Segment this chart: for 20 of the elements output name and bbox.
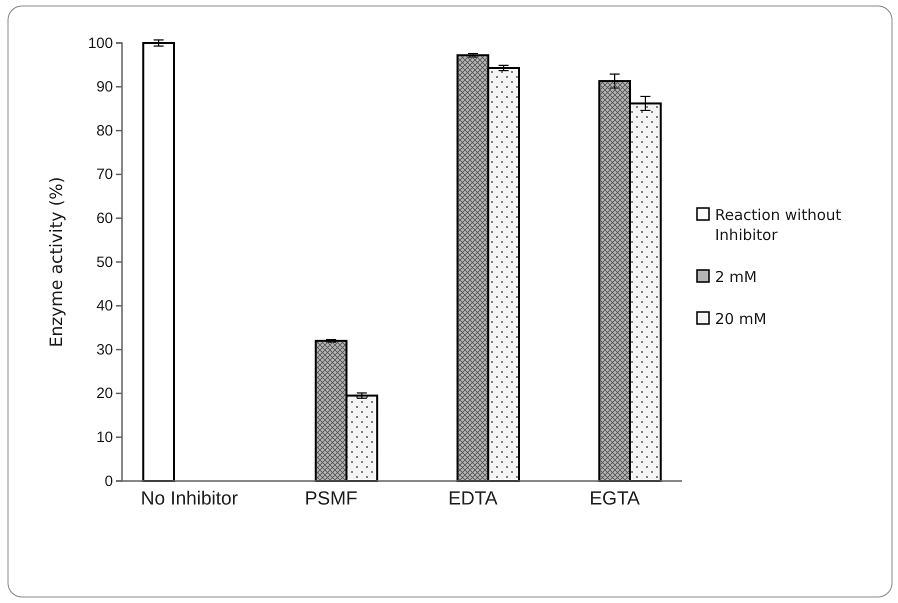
y-tick-label: 60	[96, 210, 113, 227]
x-tick-label: EGTA	[589, 488, 640, 510]
y-tick-label: 10	[96, 429, 113, 446]
y-tick-label: 80	[96, 122, 113, 140]
y-tick-label: 90	[96, 78, 113, 96]
y-tick-label: 30	[96, 341, 113, 358]
x-tick-label: No Inhibitor	[140, 488, 239, 510]
y-axis-title: Enzyme activity (%)	[47, 176, 67, 348]
y-tick-label: 40	[96, 298, 113, 315]
y-tick-label: 0	[104, 472, 113, 490]
y-tick-label: 70	[96, 166, 113, 184]
legend-label: 2 mM	[715, 268, 757, 286]
bar	[142, 42, 175, 482]
x-tick-label: PSMF	[304, 488, 358, 510]
legend-label: Reaction without Inhibitor	[715, 206, 842, 244]
y-tick-label: 100	[88, 34, 113, 52]
legend-label: 20 mM	[715, 310, 766, 328]
y-tick-label: 50	[96, 254, 113, 271]
y-tick-label: 20	[96, 385, 113, 402]
x-tick-label: EDTA	[448, 488, 498, 510]
